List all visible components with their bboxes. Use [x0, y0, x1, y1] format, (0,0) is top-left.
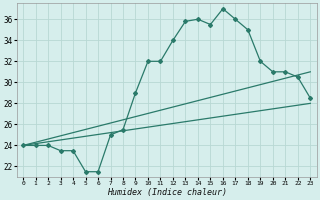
X-axis label: Humidex (Indice chaleur): Humidex (Indice chaleur) — [107, 188, 227, 197]
